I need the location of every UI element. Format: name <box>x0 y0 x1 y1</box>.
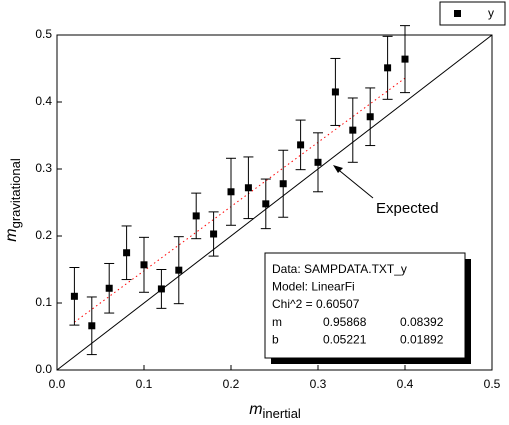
annotation-arrow <box>334 166 374 199</box>
point <box>123 249 131 257</box>
y-axis-label: mgravitational <box>3 158 23 242</box>
point <box>244 184 252 192</box>
fit-box <box>264 252 466 359</box>
point <box>279 180 287 188</box>
expected-line <box>56 34 493 371</box>
y-tick-label: 0.4 <box>35 94 52 108</box>
arrow-head <box>333 165 343 173</box>
fit-param-name: m <box>272 315 282 329</box>
point <box>192 212 200 220</box>
legend-box <box>439 1 506 26</box>
y-tick-label: 0.3 <box>35 161 52 175</box>
point <box>314 158 322 166</box>
point <box>88 322 96 330</box>
point <box>384 64 392 72</box>
point <box>401 55 409 63</box>
x-tick-label: 0.4 <box>397 377 414 391</box>
x-label-subscript: inertial <box>263 406 301 421</box>
y-tick-label: 0.5 <box>35 27 52 41</box>
point <box>157 285 165 293</box>
fit-line <box>74 77 406 323</box>
point <box>366 113 374 121</box>
fit-line-text: Model: LinearFi <box>272 280 355 294</box>
fit-param-error: 0.01892 <box>400 333 444 347</box>
fit-param-value: 0.95868 <box>323 315 367 329</box>
y-label-subscript: gravitational <box>8 158 23 228</box>
point <box>349 126 357 134</box>
x-tick-label: 0.1 <box>136 377 153 391</box>
point <box>70 292 78 300</box>
y-label-symbol: m <box>3 228 20 241</box>
x-tick-label: 0.5 <box>484 377 501 391</box>
x-label-symbol: m <box>249 401 262 418</box>
fit-line-text: Data: SAMPDATA.TXT_y <box>272 262 407 276</box>
x-tick-label: 0.3 <box>310 377 327 391</box>
fit-param-name: b <box>272 333 279 347</box>
point <box>227 188 235 196</box>
y-tick-label: 0.0 <box>35 362 52 376</box>
y-tick-label: 0.2 <box>35 228 52 242</box>
legend-marker <box>454 10 461 17</box>
point <box>105 284 113 292</box>
point <box>210 230 218 238</box>
y-tick-label: 0.1 <box>35 295 52 309</box>
point <box>175 266 183 274</box>
plot-frame <box>56 34 493 371</box>
point <box>262 200 270 208</box>
fit-line-text: Chi^2 = 0.60507 <box>272 297 360 311</box>
point <box>140 261 148 269</box>
x-tick-label: 0.0 <box>49 377 66 391</box>
point <box>297 141 305 149</box>
x-tick-label: 0.2 <box>223 377 240 391</box>
point <box>331 88 339 96</box>
fit-param-value: 0.05221 <box>323 333 367 347</box>
annotation: Expected <box>376 200 439 217</box>
legend-label: y <box>488 6 494 20</box>
x-axis-label: minertial <box>249 401 301 421</box>
fit-param-error: 0.08392 <box>400 315 444 329</box>
